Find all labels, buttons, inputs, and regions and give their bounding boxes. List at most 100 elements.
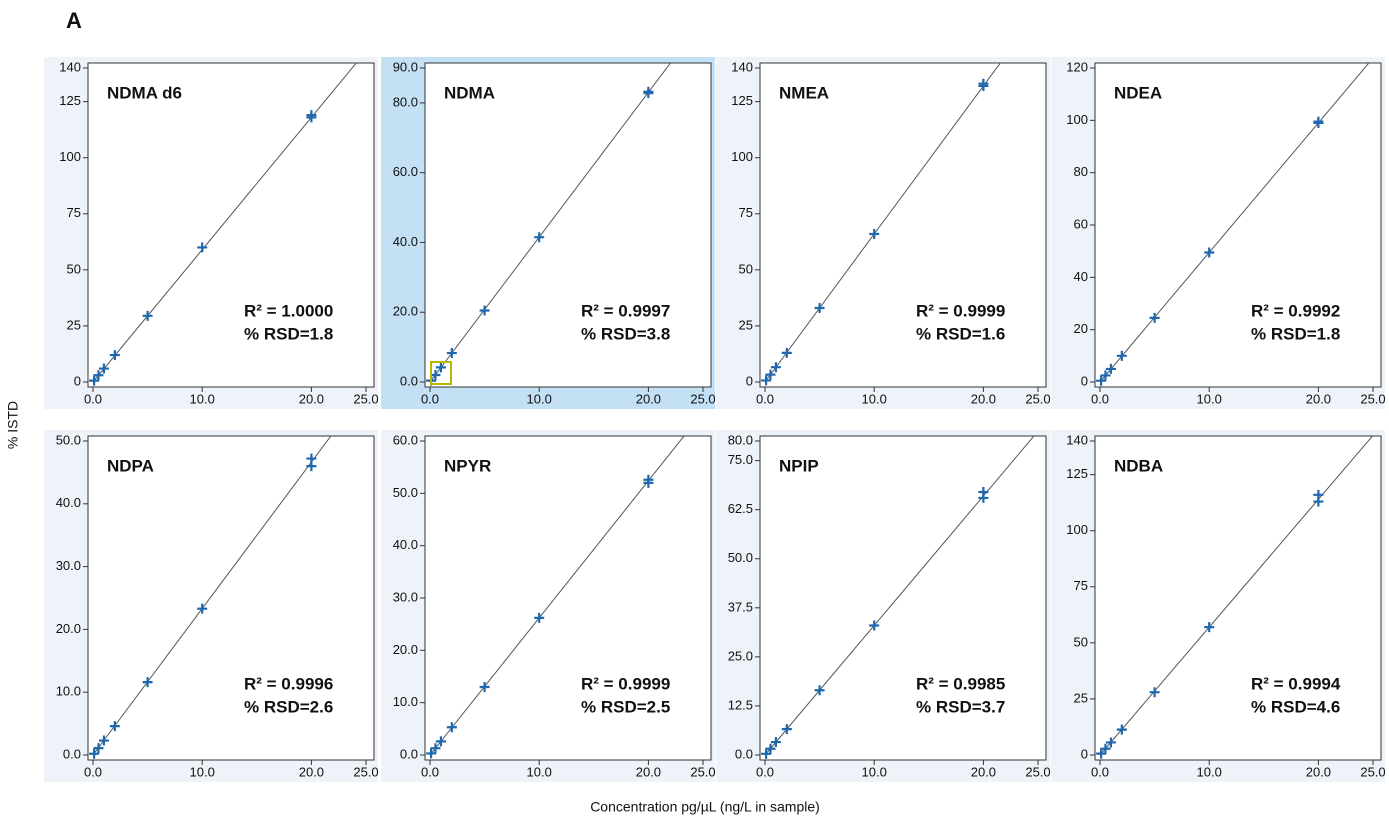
point: [761, 375, 772, 386]
x-axis-label: Concentration pg/µL (ng/L in sample): [590, 799, 820, 815]
point: [1100, 743, 1111, 754]
annotation: R² = 0.9994: [1251, 674, 1341, 693]
y-tick-label: 125: [731, 93, 753, 108]
point: [435, 736, 446, 747]
y-tick-label: 125: [1066, 466, 1088, 481]
y-tick-label: 20: [1074, 321, 1088, 336]
point: [781, 724, 792, 735]
point: [1149, 687, 1160, 698]
y-tick-label: 37.5: [728, 599, 753, 614]
point: [1100, 370, 1111, 381]
y-tick-label: 0: [746, 373, 753, 388]
y-tick-label: 50: [67, 261, 81, 276]
point: [770, 737, 781, 748]
point: [306, 110, 317, 121]
x-tick-label: 10.0: [190, 764, 215, 779]
annotation: R² = 0.9992: [1251, 301, 1340, 320]
panel-label: A: [66, 8, 82, 33]
x-tick-label: 25.0: [353, 764, 378, 779]
y-tick-label: 100: [731, 149, 753, 164]
y-tick-label: 60: [1074, 216, 1088, 231]
y-tick-label: 20.0: [393, 304, 418, 319]
plot-area: [87, 62, 375, 388]
y-tick-label: 0: [1081, 373, 1088, 388]
panel: 0 25 50 75 100 125 140 0.0 10.0 20.0 25.0 NDMA d6 R²…: [44, 57, 379, 409]
point: [770, 362, 781, 373]
plot-area: [759, 435, 1047, 761]
panel: 0 20 40 60 80 100 120 0.0 10.0 20.0 25.0 NDEA R² = 0…: [1051, 57, 1386, 409]
x-tick-label: 25.0: [690, 391, 715, 406]
y-tick-label: 62.5: [728, 501, 753, 516]
x-tick-label: 10.0: [527, 391, 552, 406]
x-tick-label: 20.0: [1306, 764, 1331, 779]
y-tick-label: 140: [1066, 432, 1088, 447]
y-tick-label: 0: [74, 373, 81, 388]
point: [197, 242, 208, 253]
trendline: [429, 436, 685, 756]
y-tick-label: 40: [1074, 269, 1088, 284]
y-tick-label: 125: [59, 93, 81, 108]
y-tick-label: 0: [1081, 746, 1088, 761]
annotation: % RSD=3.8: [581, 324, 670, 343]
y-tick-label: 0.0: [400, 746, 418, 761]
y-tick-label: 90.0: [393, 59, 418, 74]
trendline: [1099, 436, 1374, 756]
point: [761, 748, 772, 759]
x-tick-label: 20.0: [636, 391, 661, 406]
x-tick-label: 10.0: [862, 764, 887, 779]
trendline: [92, 436, 332, 756]
y-tick-label: 140: [731, 59, 753, 74]
point: [430, 370, 441, 381]
point: [781, 347, 792, 358]
y-tick-label: 50.0: [56, 432, 81, 447]
point: [479, 681, 490, 692]
y-tick-label: 50: [1074, 634, 1088, 649]
y-tick-label: 10.0: [393, 694, 418, 709]
y-tick-label: 80.0: [728, 432, 753, 447]
selection-box: [430, 361, 452, 385]
plot-area: [759, 62, 1047, 388]
point: [93, 370, 104, 381]
annotation: % RSD=1.6: [916, 324, 1005, 343]
trendline: [764, 436, 1035, 756]
x-tick-label: 0.0: [1091, 391, 1109, 406]
chart-title: NPYR: [444, 456, 491, 475]
y-tick-label: 100: [1066, 112, 1088, 127]
point: [446, 722, 457, 733]
y-tick-label: 60.0: [393, 164, 418, 179]
point: [197, 603, 208, 614]
point: [98, 363, 109, 374]
y-axis-label: % ISTD: [5, 401, 21, 449]
point: [1204, 622, 1215, 633]
y-tick-label: 50.0: [728, 550, 753, 565]
annotation: % RSD=1.8: [1251, 324, 1340, 343]
panel: 0.0 20.0 40.0 60.0 80.0 90.0 0.0 10.0 20.0 25.0 ND…: [381, 57, 716, 409]
point: [479, 305, 490, 316]
x-tick-label: 10.0: [1197, 764, 1222, 779]
point: [430, 743, 441, 754]
x-tick-label: 10.0: [527, 764, 552, 779]
point: [98, 735, 109, 746]
chart-title: NDMA: [444, 83, 495, 102]
y-tick-label: 25: [1074, 690, 1088, 705]
chart-title: NDEA: [1114, 83, 1162, 102]
annotation: R² = 0.9999: [916, 301, 1005, 320]
x-tick-label: 25.0: [1360, 391, 1385, 406]
y-tick-label: 25: [739, 317, 753, 332]
y-tick-label: 10.0: [56, 684, 81, 699]
trendline: [764, 63, 1001, 383]
x-tick-label: 10.0: [190, 391, 215, 406]
point: [1105, 737, 1116, 748]
chart-title: NDPA: [107, 456, 154, 475]
point: [93, 743, 104, 754]
y-tick-label: 120: [1066, 59, 1088, 74]
y-tick-label: 50.0: [393, 485, 418, 500]
x-tick-label: 0.0: [421, 764, 439, 779]
x-tick-label: 20.0: [1306, 391, 1331, 406]
point: [765, 369, 776, 380]
panel: 0.0 12.5 25.0 37.5 50.0 62.5 75.0 80.0 0.0 10.0 20…: [716, 430, 1051, 782]
x-tick-label: 25.0: [1025, 391, 1050, 406]
point: [446, 348, 457, 359]
